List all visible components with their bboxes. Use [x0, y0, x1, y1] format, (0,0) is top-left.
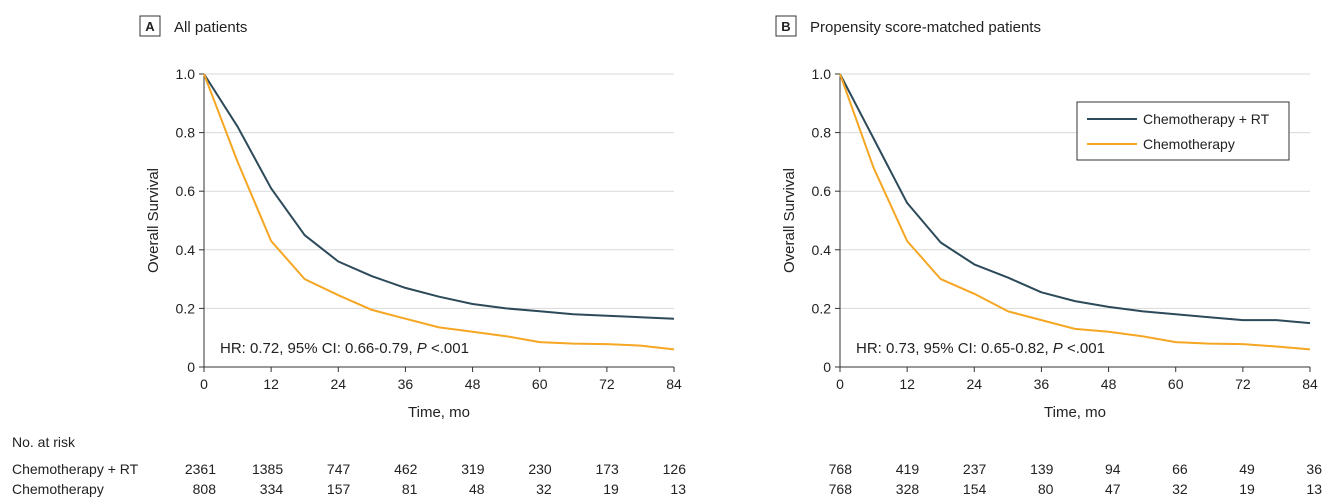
y-tick-label: 0.4: [812, 242, 832, 258]
at-risk-value: 13: [670, 481, 686, 497]
panel-letter: B: [781, 19, 790, 34]
hr-annotation: HR: 0.73, 95% CI: 0.65-0.82, P <.001: [856, 340, 1105, 357]
at-risk-value: 13: [1306, 481, 1322, 497]
x-tick-label: 60: [1168, 376, 1184, 392]
x-tick-label: 84: [1302, 376, 1318, 392]
x-axis-title: Time, mo: [1044, 404, 1106, 421]
x-tick-label: 36: [398, 376, 414, 392]
at-risk-value: 81: [402, 481, 418, 497]
series-line-chemotherapy: [839, 73, 1311, 351]
y-tick-label: 0.4: [176, 242, 196, 258]
x-tick-label: 48: [465, 376, 481, 392]
at-risk-value: 32: [1172, 481, 1188, 497]
at-risk-value: 237: [963, 461, 987, 477]
at-risk-value: 747: [327, 461, 351, 477]
at-risk-value: 19: [603, 481, 619, 497]
at-risk-value: 49: [1239, 461, 1255, 477]
series-line-chemotherapy: [203, 73, 675, 351]
panel-letter-box: [139, 15, 161, 37]
at-risk-row-label: Chemotherapy: [12, 481, 104, 497]
y-tick-label: 0.6: [812, 183, 832, 199]
at-risk-value: 94: [1105, 461, 1121, 477]
x-tick-label: 24: [966, 376, 982, 392]
panel-letter-box: [775, 15, 797, 37]
at-risk-value: 126: [663, 461, 687, 477]
panel-title: All patients: [174, 19, 247, 36]
x-tick-label: 12: [899, 376, 915, 392]
at-risk-value: 19: [1239, 481, 1255, 497]
legend-box: [1076, 101, 1290, 161]
at-risk-value: 1385: [252, 461, 283, 477]
at-risk-value: 328: [896, 481, 920, 497]
x-tick-label: 24: [330, 376, 346, 392]
x-tick-label: 60: [532, 376, 548, 392]
at-risk-value: 48: [469, 481, 485, 497]
at-risk-value: 768: [829, 461, 853, 477]
y-tick-label: 0: [823, 359, 831, 375]
panel-a: A All patients 0 0.2 0.4 0.6 0.8 1.0 0 12 24 36 48 60…: [139, 15, 687, 497]
at-risk-value: 139: [1030, 461, 1054, 477]
x-tick-label: 48: [1101, 376, 1117, 392]
x-tick-label: 0: [836, 376, 844, 392]
at-risk-value: 157: [327, 481, 351, 497]
at-risk-value: 230: [528, 461, 552, 477]
series-line-chemotherapy-rt: [839, 73, 1311, 325]
at-risk-value: 768: [829, 481, 853, 497]
y-tick-label: 1.0: [176, 66, 196, 82]
at-risk-value: 2361: [185, 461, 216, 477]
y-tick-label: 0.8: [176, 125, 196, 141]
x-axis-title: Time, mo: [408, 404, 470, 421]
panel-b: B Propensity score-matched patients 0 0.2 0.…: [775, 15, 1322, 497]
y-tick-label: 0.8: [812, 125, 832, 141]
at-risk-value: 47: [1105, 481, 1121, 497]
legend-label: Chemotherapy + RT: [1143, 111, 1270, 127]
at-risk-title: No. at risk: [12, 434, 76, 450]
at-risk-value: 173: [595, 461, 619, 477]
x-tick-label: 72: [599, 376, 615, 392]
series-line-chemotherapy-rt: [203, 73, 675, 320]
at-risk-value: 319: [461, 461, 485, 477]
x-tick-label: 72: [1235, 376, 1251, 392]
y-tick-label: 0.6: [176, 183, 196, 199]
at-risk-value: 419: [896, 461, 920, 477]
at-risk-value: 36: [1306, 461, 1322, 477]
hr-annotation: HR: 0.72, 95% CI: 0.66-0.79, P <.001: [220, 340, 469, 357]
at-risk-value: 808: [193, 481, 217, 497]
panel-title: Propensity score-matched patients: [810, 19, 1041, 36]
panel-letter: A: [145, 19, 155, 34]
at-risk-value: 462: [394, 461, 418, 477]
legend-label: Chemotherapy: [1143, 136, 1235, 152]
y-tick-label: 1.0: [812, 66, 832, 82]
y-tick-label: 0.2: [812, 300, 832, 316]
at-risk-row-label: Chemotherapy + RT: [12, 461, 139, 477]
x-tick-label: 0: [200, 376, 208, 392]
at-risk-value: 66: [1172, 461, 1188, 477]
x-tick-label: 36: [1034, 376, 1050, 392]
at-risk-value: 32: [536, 481, 552, 497]
at-risk-value: 334: [260, 481, 284, 497]
y-tick-label: 0.2: [176, 300, 196, 316]
y-axis-title: Overall Survival: [145, 168, 162, 273]
x-tick-label: 84: [666, 376, 682, 392]
x-tick-label: 12: [263, 376, 279, 392]
at-risk-value: 80: [1038, 481, 1054, 497]
y-axis-title: Overall Survival: [781, 168, 798, 273]
at-risk-value: 154: [963, 481, 987, 497]
y-tick-label: 0: [187, 359, 195, 375]
